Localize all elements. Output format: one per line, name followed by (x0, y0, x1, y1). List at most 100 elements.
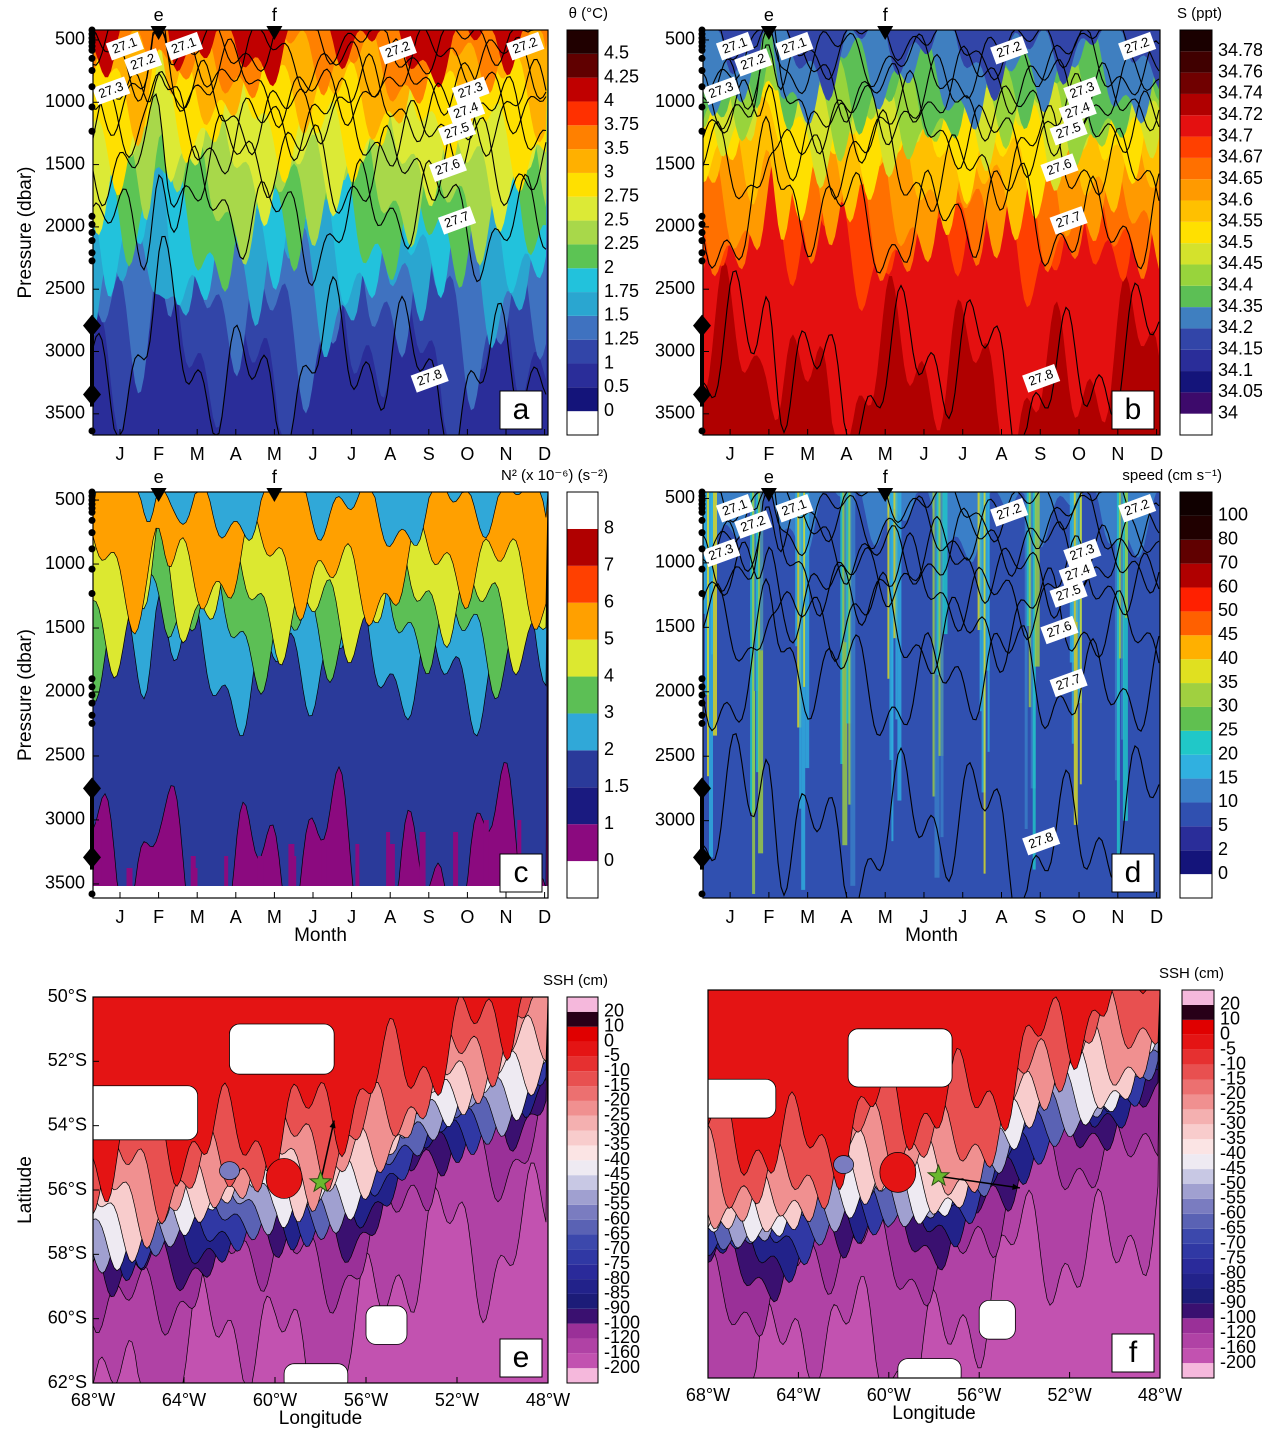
contour-line (703, 732, 1160, 898)
instrument (88, 516, 96, 524)
y-tick-label: 1000 (45, 91, 85, 111)
eddy (833, 1155, 854, 1174)
x-tick-label: J (919, 907, 928, 927)
field-band (93, 492, 548, 635)
instrument (698, 257, 706, 265)
spike (386, 832, 391, 892)
colorbar-box (567, 1234, 598, 1250)
colorbar-title: θ (°C) (569, 5, 608, 22)
y-tick-label: 1500 (655, 616, 695, 636)
colorbar-box (1182, 1124, 1214, 1140)
field-band (93, 30, 548, 88)
colorbar-box (1182, 1333, 1214, 1349)
instrument-diamond (693, 314, 711, 337)
colorbar-box (1180, 264, 1212, 286)
colorbar-tick-label: -120 (1220, 1322, 1256, 1342)
colorbar-box (567, 387, 598, 412)
colorbar-title: SSH (cm) (543, 972, 608, 989)
instrument (88, 103, 96, 111)
colorbar-tick-label: -80 (604, 1268, 630, 1288)
colorbar-box (567, 1011, 598, 1027)
colorbar-box (1180, 328, 1212, 350)
x-tick-label: S (423, 444, 435, 464)
colorbar-box (1180, 706, 1212, 731)
colorbar-tick-label: -25 (1220, 1098, 1246, 1118)
contour-label-box (734, 48, 773, 77)
arrow-head (1012, 1183, 1020, 1190)
colorbar-title: speed (cm s⁻¹) (1122, 467, 1222, 484)
colorbar-box (567, 861, 598, 898)
field-band (93, 492, 548, 547)
colorbar-box (1180, 587, 1212, 612)
colorbar-box (1180, 515, 1212, 540)
colorbar-tick-label: -50 (604, 1179, 630, 1199)
streak (983, 492, 986, 874)
x-tick-label: O (1072, 907, 1086, 927)
instrument (88, 719, 96, 727)
x-tick-label: J (309, 444, 318, 464)
colorbar-tick-label: 3 (604, 162, 614, 182)
instrument (698, 699, 706, 707)
x-tick-label: O (460, 907, 474, 927)
streak (752, 492, 756, 894)
colorbar-box (567, 1100, 598, 1116)
colorbar-box (1182, 1019, 1214, 1035)
colorbar-box (1180, 683, 1212, 707)
colorbar-tick-label: -30 (1220, 1113, 1246, 1133)
colorbar-tick-label: 60 (1218, 576, 1238, 596)
instrument (698, 675, 706, 683)
colorbar-box (1182, 1154, 1214, 1170)
spike (291, 856, 297, 898)
panel-label: d (1125, 856, 1142, 889)
colorbar-title: N² (x 10⁻⁶) (s⁻²) (501, 467, 608, 484)
colorbar-box (1182, 1243, 1214, 1259)
colorbar-tick-label: 4.25 (604, 66, 639, 86)
x-tick-label: D (538, 444, 551, 464)
contour-label-box (1058, 96, 1097, 126)
land (283, 1363, 349, 1383)
instrument (88, 890, 96, 898)
x-tick-label: 64°W (162, 1390, 206, 1410)
colorbar-box (567, 101, 598, 126)
contour-label-box (1058, 558, 1097, 588)
contour-label-box (1118, 493, 1157, 523)
instrument (88, 249, 96, 257)
colorbar-tick-label: -45 (1220, 1158, 1246, 1178)
streak (848, 492, 852, 805)
instrument (88, 711, 96, 719)
x-tick-label: J (958, 444, 967, 464)
instrument (88, 565, 96, 573)
colorbar-tick-label: 0 (604, 400, 614, 420)
colorbar-box (567, 1293, 598, 1309)
contour-label-box (990, 498, 1029, 527)
colorbar-tick-label: 0 (1218, 863, 1228, 883)
colorbar-box (1182, 1198, 1214, 1214)
colorbar-box (567, 1071, 598, 1087)
colorbar-tick-label: -10 (604, 1060, 630, 1080)
x-axis-label: Longitude (279, 1408, 362, 1429)
x-tick-label: J (347, 444, 356, 464)
instrument (88, 691, 96, 699)
streak (840, 492, 844, 765)
colorbar-box (1180, 659, 1212, 684)
x-tick-label: A (230, 907, 242, 927)
colorbar-tick-label: 70 (1218, 552, 1238, 572)
colorbar-box (567, 1160, 598, 1176)
y-tick-label: 2000 (655, 681, 695, 701)
streak (1122, 492, 1128, 821)
colorbar-tick-label: -35 (604, 1134, 630, 1154)
event-label: f (883, 5, 889, 25)
panel-label: b (1125, 393, 1142, 426)
colorbar-tick-label: 0 (604, 1030, 614, 1050)
colorbar-tick-label: 1.5 (604, 776, 629, 796)
instrument (88, 529, 96, 537)
instrument (698, 890, 706, 898)
colorbar-tick-label: 1.25 (604, 328, 639, 348)
contour-label-box (990, 35, 1029, 65)
colorbar-tick-label: -65 (1220, 1218, 1246, 1238)
y-tick-label: 3000 (655, 340, 695, 360)
x-tick-label: M (190, 444, 205, 464)
velocity-arrow (938, 1175, 1020, 1189)
colorbar-box (1182, 1348, 1214, 1364)
y-tick-label: 58°S (48, 1243, 87, 1263)
